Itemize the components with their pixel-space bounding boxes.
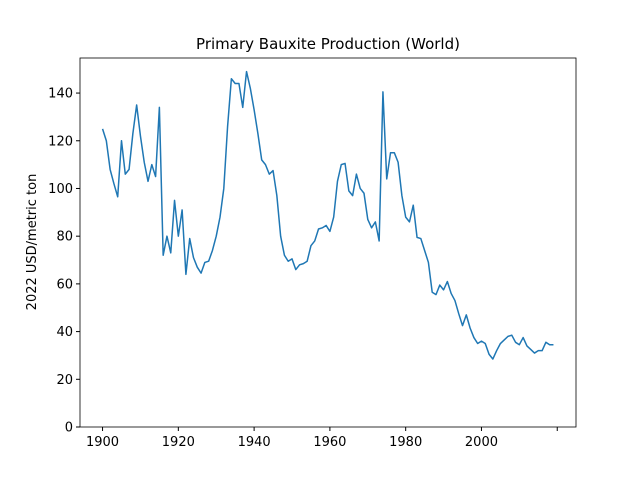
y-tick-label: 80: [56, 230, 73, 245]
y-tick-label: 100: [48, 182, 73, 197]
chart-title: Primary Bauxite Production (World): [196, 35, 460, 53]
y-tick-label: 0: [65, 421, 73, 436]
y-tick-label: 140: [48, 87, 73, 102]
x-tick-label: 2000: [465, 435, 498, 450]
y-tick-label: 60: [56, 277, 73, 292]
y-tick-label: 120: [48, 134, 73, 149]
y-axis-label: 2022 USD/metric ton: [25, 174, 40, 311]
x-tick-label: 1900: [86, 435, 119, 450]
y-tick-label: 20: [56, 373, 73, 388]
x-tick-label: 1940: [238, 435, 271, 450]
y-tick-label: 40: [56, 325, 73, 340]
x-tick-label: 1920: [162, 435, 195, 450]
x-tick-label: 1980: [389, 435, 422, 450]
x-tick-label: 1960: [313, 435, 346, 450]
plot-frame: [79, 57, 577, 428]
data-line: [101, 70, 554, 360]
